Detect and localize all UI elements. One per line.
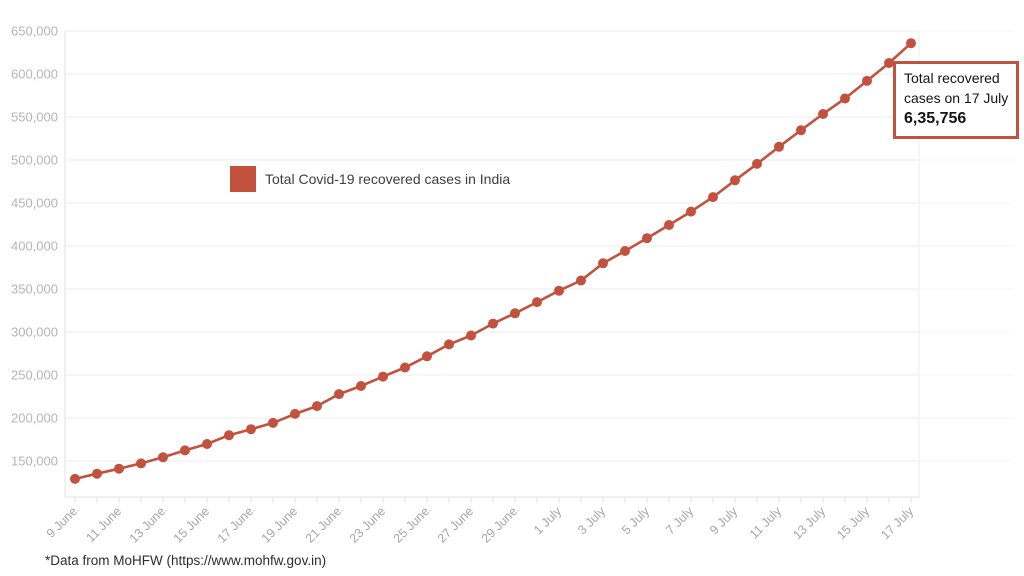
data-point[interactable] — [862, 75, 872, 86]
data-point[interactable] — [532, 297, 542, 308]
data-point[interactable] — [356, 381, 366, 391]
legend-label: Total Covid-19 recovered cases in India — [265, 171, 511, 187]
svg-text:150,000: 150,000 — [11, 454, 58, 469]
series-line — [73, 41, 913, 481]
legend: Total Covid-19 recovered cases in India — [230, 166, 510, 192]
data-point[interactable] — [884, 58, 894, 68]
data-point[interactable] — [444, 339, 454, 350]
data-point[interactable] — [774, 141, 784, 152]
data-point[interactable] — [466, 330, 476, 341]
data-point[interactable] — [268, 417, 278, 428]
svg-text:300,000: 300,000 — [11, 325, 58, 340]
data-point[interactable] — [202, 439, 212, 449]
axes — [64, 31, 920, 503]
svg-text:25 June: 25 June — [391, 504, 432, 545]
data-point[interactable] — [906, 38, 916, 49]
data-point[interactable] — [840, 93, 850, 104]
data-point[interactable] — [180, 445, 190, 456]
data-point[interactable] — [752, 158, 762, 169]
svg-text:27 June: 27 June — [435, 504, 476, 545]
annotation-text-line1: Total recovered — [904, 70, 1000, 86]
data-point[interactable] — [334, 389, 344, 400]
source-note: *Data from MoHFW (https://www.mohfw.gov.… — [45, 553, 327, 568]
svg-text:350,000: 350,000 — [11, 282, 58, 297]
data-point[interactable] — [378, 371, 388, 382]
series-recovered-cases — [70, 38, 916, 484]
data-point[interactable] — [488, 318, 498, 329]
svg-text:29 June: 29 June — [479, 504, 520, 545]
svg-text:15 June: 15 June — [171, 504, 212, 545]
svg-text:550,000: 550,000 — [11, 110, 58, 125]
svg-text:9 June: 9 June — [44, 504, 80, 540]
svg-text:15 July: 15 July — [834, 504, 872, 542]
svg-text:7 July: 7 July — [663, 504, 697, 538]
y-axis-labels: 150,000 200,000 250,000 300,000 350,000 400,0… — [11, 24, 58, 469]
data-point[interactable] — [92, 468, 102, 479]
svg-text:400,000: 400,000 — [11, 239, 58, 254]
svg-text:19 June: 19 June — [259, 504, 300, 545]
data-point[interactable] — [818, 109, 828, 119]
svg-text:23 June: 23 June — [347, 504, 388, 545]
data-points — [70, 38, 916, 484]
annotation-value: 6,35,756 — [904, 110, 967, 127]
data-point[interactable] — [642, 233, 652, 244]
data-point[interactable] — [224, 430, 234, 441]
data-point[interactable] — [708, 192, 718, 203]
svg-text:250,000: 250,000 — [11, 368, 58, 383]
svg-text:3 July: 3 July — [575, 504, 609, 538]
svg-text:1 July: 1 July — [531, 504, 565, 538]
annotation-box: Total recovered cases on 17 July 6,35,75… — [893, 61, 1020, 139]
svg-text:200,000: 200,000 — [11, 411, 58, 426]
data-point[interactable] — [114, 463, 124, 474]
data-point[interactable] — [422, 351, 432, 362]
data-point[interactable] — [136, 458, 146, 469]
data-point[interactable] — [598, 258, 608, 269]
svg-text:500,000: 500,000 — [11, 153, 58, 168]
data-point[interactable] — [158, 452, 168, 463]
svg-text:17 June: 17 June — [215, 504, 256, 545]
data-point[interactable] — [686, 206, 696, 217]
legend-swatch — [230, 166, 256, 192]
svg-text:17 July: 17 July — [878, 504, 916, 542]
data-point[interactable] — [510, 308, 520, 319]
svg-text:9 July: 9 July — [707, 504, 741, 538]
data-point[interactable] — [554, 285, 564, 296]
gridlines — [65, 30, 1014, 462]
svg-text:11 July: 11 July — [747, 504, 785, 542]
svg-text:21 June: 21 June — [303, 504, 344, 545]
data-point[interactable] — [796, 125, 806, 136]
data-point[interactable] — [312, 401, 322, 412]
svg-text:5 July: 5 July — [619, 504, 653, 538]
x-axis-labels: 9 June 11 June 13 June 15 June 17 June 19 Jun… — [44, 504, 917, 546]
svg-text:11 June: 11 June — [83, 504, 124, 545]
data-point[interactable] — [400, 362, 410, 373]
data-point[interactable] — [664, 220, 674, 230]
data-point[interactable] — [730, 175, 740, 186]
data-point[interactable] — [246, 424, 256, 435]
svg-text:13 June: 13 June — [127, 504, 168, 545]
svg-text:650,000: 650,000 — [11, 24, 58, 39]
data-point[interactable] — [70, 473, 80, 484]
data-point[interactable] — [576, 275, 586, 286]
annotation-text-line2: cases on 17 July — [904, 90, 1009, 106]
svg-text:450,000: 450,000 — [11, 196, 58, 211]
data-point[interactable] — [290, 408, 300, 419]
data-point[interactable] — [620, 246, 630, 256]
svg-text:13 July: 13 July — [790, 504, 828, 542]
svg-text:600,000: 600,000 — [11, 67, 58, 82]
